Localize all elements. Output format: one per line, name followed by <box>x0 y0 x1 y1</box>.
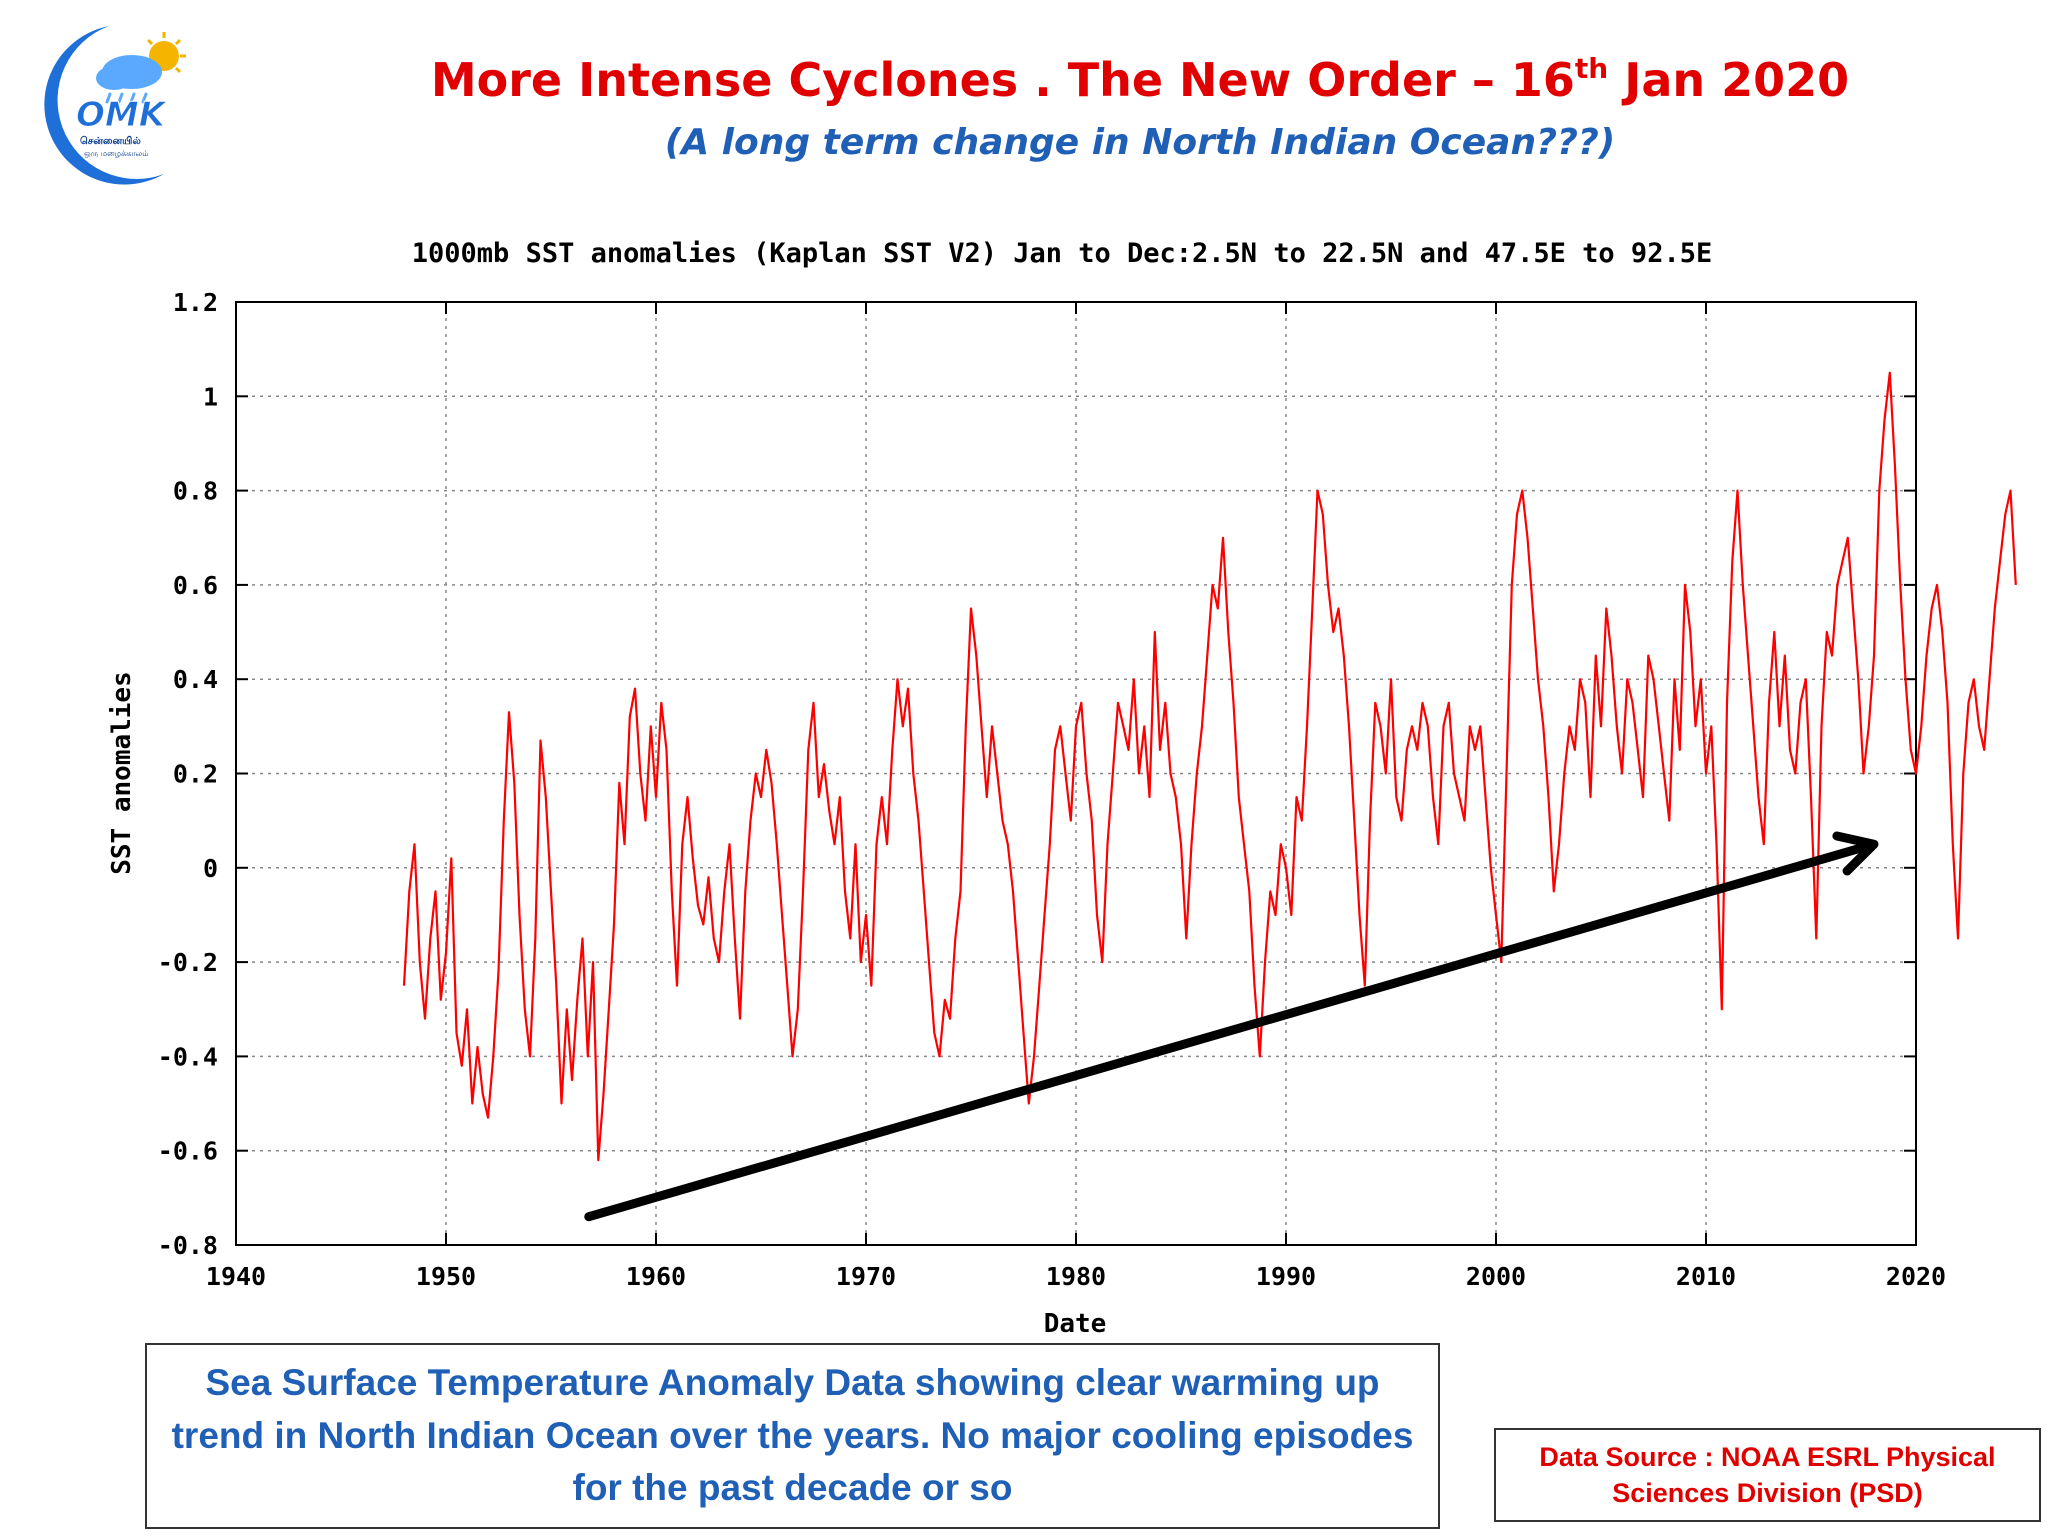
y-tick-label: -0.8 <box>158 1231 218 1260</box>
main-title-text: More Intense Cyclones . The New Order – … <box>430 53 1575 107</box>
omk-logo: OMK சென்னையில் ஒரு மழைக்காலம் <box>14 14 204 204</box>
trend-arrow-shaft <box>584 841 1871 1222</box>
x-tick-label: 1950 <box>416 1262 476 1291</box>
logo-text: OMK <box>76 95 168 135</box>
y-tick-label: -0.4 <box>158 1042 218 1071</box>
chart-grid <box>236 302 1916 1245</box>
main-title-tail: Jan 2020 <box>1608 53 1850 107</box>
caption-text: Sea Surface Temperature Anomaly Data sho… <box>171 1362 1414 1509</box>
y-tick-label: 0 <box>203 854 218 883</box>
y-tick-label: -0.6 <box>158 1137 218 1166</box>
y-axis-label: SST anomalies <box>107 671 137 875</box>
trend-arrow <box>584 831 1879 1222</box>
data-series <box>402 371 2017 1162</box>
source-text: Data Source : NOAA ESRL Physical Science… <box>1539 1441 1996 1508</box>
y-tick-label: 0.2 <box>173 760 218 789</box>
chart-title: 1000mb SST anomalies (Kaplan SST V2) Jan… <box>412 238 1712 269</box>
axis-ticks: 1940 1950 1960 1970 1980 1990 2000 2010 2020 -0.8… <box>158 288 1946 1291</box>
y-tick-label: 0.8 <box>173 477 218 506</box>
main-subtitle: (A long term change in North Indian Ocea… <box>664 122 1616 163</box>
y-tick-label: 0.6 <box>173 571 218 600</box>
sst-anomaly-line <box>402 371 2017 1162</box>
logo-tamil-line2: ஒரு மழைக்காலம் <box>84 149 149 159</box>
x-tick-label: 2010 <box>1676 1262 1736 1291</box>
x-tick-label: 1960 <box>626 1262 686 1291</box>
y-tick-label: 0.4 <box>173 665 218 694</box>
y-tick-label: -0.2 <box>158 948 218 977</box>
x-tick-label: 1980 <box>1046 1262 1106 1291</box>
x-tick-label: 2000 <box>1466 1262 1526 1291</box>
x-tick-label: 1940 <box>206 1262 266 1291</box>
trend-arrow-head <box>1832 831 1879 876</box>
main-title-sup: th <box>1574 52 1609 85</box>
main-title: More Intense Cyclones . The New Order – … <box>360 52 1920 107</box>
y-tick-label: 1 <box>203 382 218 411</box>
x-tick-label: 1990 <box>1256 1262 1316 1291</box>
x-tick-label: 2020 <box>1886 1262 1946 1291</box>
sst-anomaly-chart: 1000mb SST anomalies (Kaplan SST V2) Jan… <box>107 238 2017 1339</box>
x-tick-label: 1970 <box>836 1262 896 1291</box>
x-axis-label: Date <box>1044 1309 1107 1339</box>
source-box: Data Source : NOAA ESRL Physical Science… <box>1494 1428 2041 1522</box>
logo-graphic: OMK சென்னையில் ஒரு மழைக்காலம் <box>44 26 186 185</box>
y-tick-label: 1.2 <box>173 288 218 317</box>
logo-tamil-line1: சென்னையில் <box>80 135 141 147</box>
caption-box: Sea Surface Temperature Anomaly Data sho… <box>145 1343 1440 1529</box>
